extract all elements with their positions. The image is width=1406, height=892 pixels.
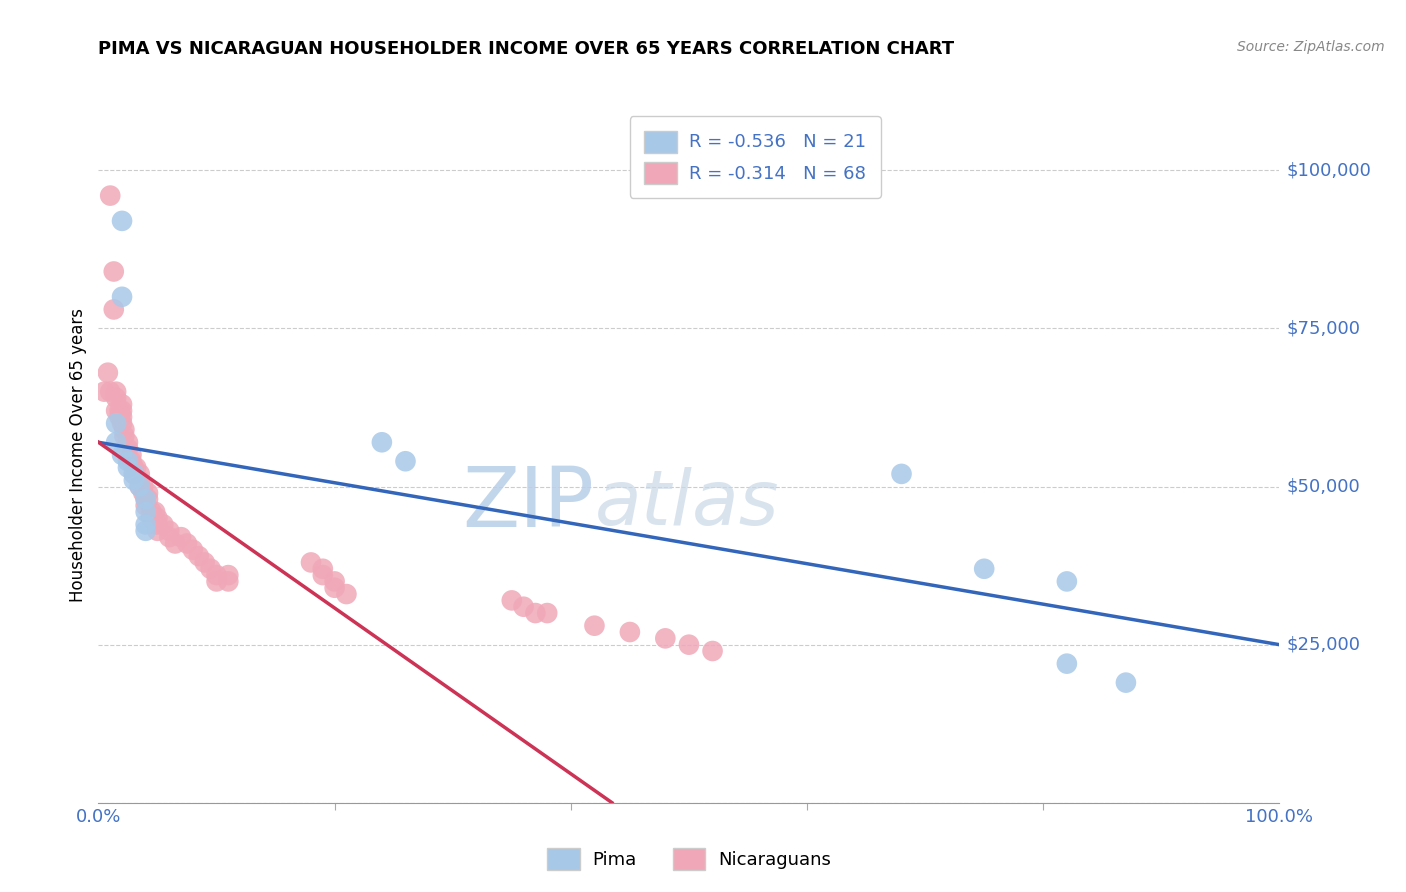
Point [157, 524, 180, 538]
Text: atlas: atlas [595, 467, 779, 541]
Point [973, 562, 995, 576]
Point [122, 473, 145, 487]
Point [394, 454, 416, 468]
Point [157, 530, 180, 544]
Point [117, 454, 139, 468]
Point [512, 599, 534, 614]
Text: $50,000: $50,000 [1286, 477, 1360, 496]
Text: $25,000: $25,000 [1286, 636, 1361, 654]
Point [170, 530, 193, 544]
Point [98, 188, 121, 202]
Point [105, 435, 128, 450]
Point [678, 638, 700, 652]
Point [98, 384, 121, 399]
Point [132, 479, 155, 493]
Point [121, 454, 143, 468]
Point [111, 397, 134, 411]
Legend: Pima, Nicaraguans: Pima, Nicaraguans [540, 841, 838, 877]
Point [105, 417, 128, 431]
Point [323, 581, 346, 595]
Point [122, 467, 145, 481]
Point [371, 435, 394, 450]
Point [111, 290, 134, 304]
Point [121, 448, 143, 462]
Point [1115, 675, 1137, 690]
Point [187, 549, 209, 563]
Point [97, 366, 120, 380]
Point [194, 556, 217, 570]
Point [536, 606, 558, 620]
Point [135, 492, 157, 507]
Point [583, 618, 606, 632]
Point [135, 517, 157, 532]
Point [122, 460, 145, 475]
Point [135, 505, 157, 519]
Point [132, 486, 155, 500]
Point [112, 423, 135, 437]
Point [103, 302, 125, 317]
Text: $100,000: $100,000 [1286, 161, 1371, 179]
Point [702, 644, 724, 658]
Point [181, 542, 204, 557]
Point [112, 429, 135, 443]
Point [312, 568, 335, 582]
Point [299, 556, 322, 570]
Point [125, 460, 148, 475]
Point [654, 632, 676, 646]
Point [111, 403, 134, 417]
Point [135, 499, 157, 513]
Point [205, 568, 228, 582]
Point [217, 568, 239, 582]
Point [105, 384, 128, 399]
Point [135, 524, 157, 538]
Point [141, 505, 163, 519]
Point [176, 536, 198, 550]
Point [105, 391, 128, 405]
Point [143, 505, 166, 519]
Point [312, 562, 335, 576]
Point [111, 417, 134, 431]
Text: Source: ZipAtlas.com: Source: ZipAtlas.com [1237, 40, 1385, 54]
Point [146, 511, 169, 525]
Point [890, 467, 912, 481]
Point [141, 511, 163, 525]
Point [108, 409, 131, 424]
Point [1056, 657, 1078, 671]
Point [128, 479, 150, 493]
Point [146, 524, 169, 538]
Point [165, 536, 187, 550]
Point [136, 486, 159, 500]
Point [108, 403, 131, 417]
Point [501, 593, 523, 607]
Point [152, 517, 174, 532]
Point [205, 574, 228, 589]
Text: ZIP: ZIP [463, 463, 595, 544]
Point [117, 435, 139, 450]
Point [217, 574, 239, 589]
Point [111, 214, 134, 228]
Point [117, 460, 139, 475]
Point [135, 492, 157, 507]
Text: PIMA VS NICARAGUAN HOUSEHOLDER INCOME OVER 65 YEARS CORRELATION CHART: PIMA VS NICARAGUAN HOUSEHOLDER INCOME OV… [98, 40, 955, 58]
Point [619, 625, 641, 640]
Point [1056, 574, 1078, 589]
Point [111, 409, 134, 424]
Point [122, 467, 145, 481]
Point [335, 587, 357, 601]
Point [105, 403, 128, 417]
Point [128, 467, 150, 481]
Text: $75,000: $75,000 [1286, 319, 1361, 337]
Point [93, 384, 115, 399]
Point [323, 574, 346, 589]
Y-axis label: Householder Income Over 65 years: Householder Income Over 65 years [69, 308, 87, 602]
Point [146, 517, 169, 532]
Point [103, 264, 125, 278]
Point [117, 442, 139, 456]
Point [524, 606, 547, 620]
Point [200, 562, 222, 576]
Point [111, 448, 134, 462]
Point [128, 479, 150, 493]
Point [136, 492, 159, 507]
Point [128, 473, 150, 487]
